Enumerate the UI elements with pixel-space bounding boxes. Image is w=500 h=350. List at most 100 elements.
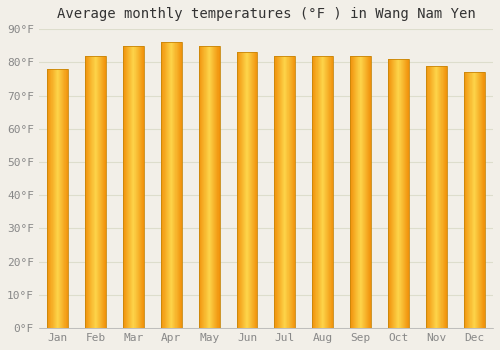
Bar [102,56,103,328]
Bar [402,59,403,328]
Bar [408,59,409,328]
Bar [351,56,352,328]
Bar [94,56,95,328]
Bar [96,56,97,328]
Bar [248,52,249,328]
Bar [390,59,391,328]
Bar [285,56,286,328]
Bar [239,52,240,328]
Bar [208,46,209,328]
Bar [211,46,212,328]
Bar [465,72,466,328]
Bar [331,56,332,328]
Bar [64,69,65,328]
Bar [171,42,172,328]
Bar [439,65,440,328]
Bar [253,52,254,328]
Bar [180,42,181,328]
Bar [401,59,402,328]
Bar [95,56,96,328]
Bar [437,65,438,328]
Bar [247,52,248,328]
Bar [443,65,444,328]
Bar [394,59,395,328]
Bar [127,46,128,328]
Bar [61,69,62,328]
Bar [179,42,180,328]
Bar [173,42,174,328]
Bar [474,72,475,328]
Bar [93,56,94,328]
Bar [471,72,472,328]
Bar [181,42,182,328]
Bar [243,52,244,328]
Bar [314,56,315,328]
Bar [364,56,366,328]
Bar [370,56,371,328]
Bar [279,56,280,328]
Bar [162,42,163,328]
Bar [257,52,258,328]
Bar [245,52,246,328]
Bar [324,56,325,328]
Bar [469,72,470,328]
Bar [140,46,141,328]
Bar [350,56,371,328]
Bar [174,42,175,328]
Bar [123,46,124,328]
Bar [274,56,295,328]
Bar [48,69,49,328]
Bar [202,46,203,328]
Bar [432,65,433,328]
Bar [105,56,106,328]
Bar [51,69,52,328]
Bar [478,72,479,328]
Bar [241,52,242,328]
Bar [138,46,139,328]
Bar [404,59,405,328]
Bar [97,56,98,328]
Bar [131,46,132,328]
Bar [280,56,281,328]
Bar [274,56,275,328]
Bar [170,42,171,328]
Bar [328,56,329,328]
Bar [389,59,390,328]
Bar [327,56,328,328]
Bar [207,46,208,328]
Bar [312,56,333,328]
Bar [136,46,137,328]
Bar [142,46,143,328]
Bar [219,46,220,328]
Bar [132,46,133,328]
Bar [167,42,168,328]
Bar [52,69,53,328]
Bar [246,52,247,328]
Bar [176,42,177,328]
Bar [294,56,296,328]
Bar [209,46,210,328]
Bar [315,56,316,328]
Bar [426,65,427,328]
Bar [483,72,484,328]
Bar [396,59,397,328]
Bar [436,65,437,328]
Bar [204,46,205,328]
Bar [198,46,200,328]
Bar [388,59,389,328]
Bar [276,56,277,328]
Bar [249,52,250,328]
Bar [62,69,63,328]
Bar [172,42,173,328]
Bar [98,56,99,328]
Bar [350,56,351,328]
Bar [476,72,478,328]
Bar [164,42,165,328]
Bar [212,46,213,328]
Bar [236,52,258,328]
Bar [322,56,323,328]
Bar [137,46,138,328]
Bar [480,72,481,328]
Bar [168,42,169,328]
Bar [362,56,363,328]
